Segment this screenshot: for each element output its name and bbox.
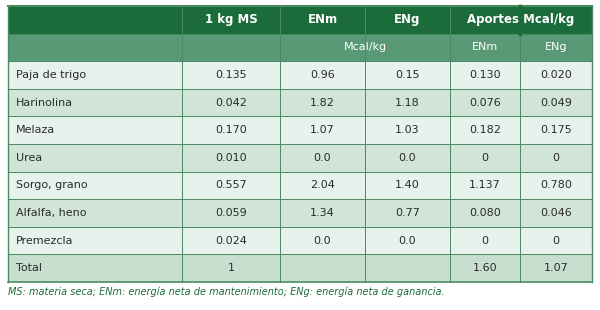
Text: 0.170: 0.170: [215, 125, 247, 135]
Text: ENm: ENm: [307, 13, 338, 26]
Bar: [8, 33, 592, 61]
Text: Total: Total: [16, 263, 42, 273]
Text: Urea: Urea: [16, 153, 42, 163]
Text: 1.03: 1.03: [395, 125, 420, 135]
Text: 1.07: 1.07: [310, 125, 335, 135]
Text: Sorgo, grano: Sorgo, grano: [16, 180, 88, 190]
Text: Mcal/kg: Mcal/kg: [343, 42, 386, 52]
Text: 0.96: 0.96: [310, 70, 335, 80]
Bar: [8, 144, 592, 172]
Text: 1: 1: [227, 263, 235, 273]
Text: Harinolina: Harinolina: [16, 98, 73, 108]
Text: 0.059: 0.059: [215, 208, 247, 218]
Text: 1 kg MS: 1 kg MS: [205, 13, 257, 26]
Text: ENm: ENm: [472, 42, 498, 52]
Text: ENg: ENg: [394, 13, 421, 26]
Text: Melaza: Melaza: [16, 125, 55, 135]
Text: Alfalfa, heno: Alfalfa, heno: [16, 208, 86, 218]
Text: 0.175: 0.175: [540, 125, 572, 135]
Bar: [8, 199, 592, 227]
Text: 0.780: 0.780: [540, 180, 572, 190]
Text: 0.042: 0.042: [215, 98, 247, 108]
Text: 0.010: 0.010: [215, 153, 247, 163]
Text: 0.130: 0.130: [469, 70, 501, 80]
Text: 0.182: 0.182: [469, 125, 501, 135]
Text: 0.77: 0.77: [395, 208, 420, 218]
Text: 0: 0: [482, 236, 488, 246]
Text: 0.046: 0.046: [540, 208, 572, 218]
Text: 0.15: 0.15: [395, 70, 420, 80]
Text: 1.18: 1.18: [395, 98, 420, 108]
Bar: [8, 227, 592, 255]
Text: 0.024: 0.024: [215, 236, 247, 246]
Text: 0.0: 0.0: [314, 153, 331, 163]
Text: 0: 0: [553, 236, 560, 246]
Text: Aportes Mcal/kg: Aportes Mcal/kg: [467, 13, 575, 26]
Text: 1.60: 1.60: [473, 263, 497, 273]
Text: 0.0: 0.0: [314, 236, 331, 246]
Bar: [8, 61, 592, 89]
Text: 1.34: 1.34: [310, 208, 335, 218]
Text: 0: 0: [482, 153, 488, 163]
Text: 1.07: 1.07: [544, 263, 568, 273]
Text: 0.076: 0.076: [469, 98, 501, 108]
Text: 0: 0: [553, 153, 560, 163]
Bar: [8, 172, 592, 199]
Text: 1.40: 1.40: [395, 180, 420, 190]
Text: 2.04: 2.04: [310, 180, 335, 190]
Text: Premezcla: Premezcla: [16, 236, 74, 246]
Text: MS: materia seca; ENm: energía neta de mantenimiento; ENg: energía neta de ganan: MS: materia seca; ENm: energía neta de m…: [8, 287, 445, 297]
Text: 0.0: 0.0: [398, 153, 416, 163]
Text: 0.557: 0.557: [215, 180, 247, 190]
Text: 0.049: 0.049: [540, 98, 572, 108]
Text: 1.137: 1.137: [469, 180, 501, 190]
Bar: [8, 255, 592, 282]
Text: ENg: ENg: [545, 42, 567, 52]
Bar: [8, 6, 592, 33]
Text: 0.020: 0.020: [540, 70, 572, 80]
Bar: [8, 89, 592, 116]
Text: 0.0: 0.0: [398, 236, 416, 246]
Text: Paja de trigo: Paja de trigo: [16, 70, 86, 80]
Text: 0.080: 0.080: [469, 208, 501, 218]
Text: 0.135: 0.135: [215, 70, 247, 80]
Bar: [8, 116, 592, 144]
Text: 1.82: 1.82: [310, 98, 335, 108]
